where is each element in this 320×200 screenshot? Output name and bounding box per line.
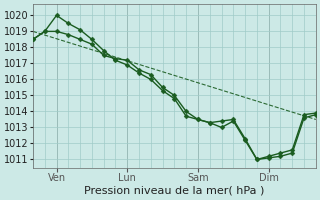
X-axis label: Pression niveau de la mer( hPa ): Pression niveau de la mer( hPa ) [84, 186, 265, 196]
